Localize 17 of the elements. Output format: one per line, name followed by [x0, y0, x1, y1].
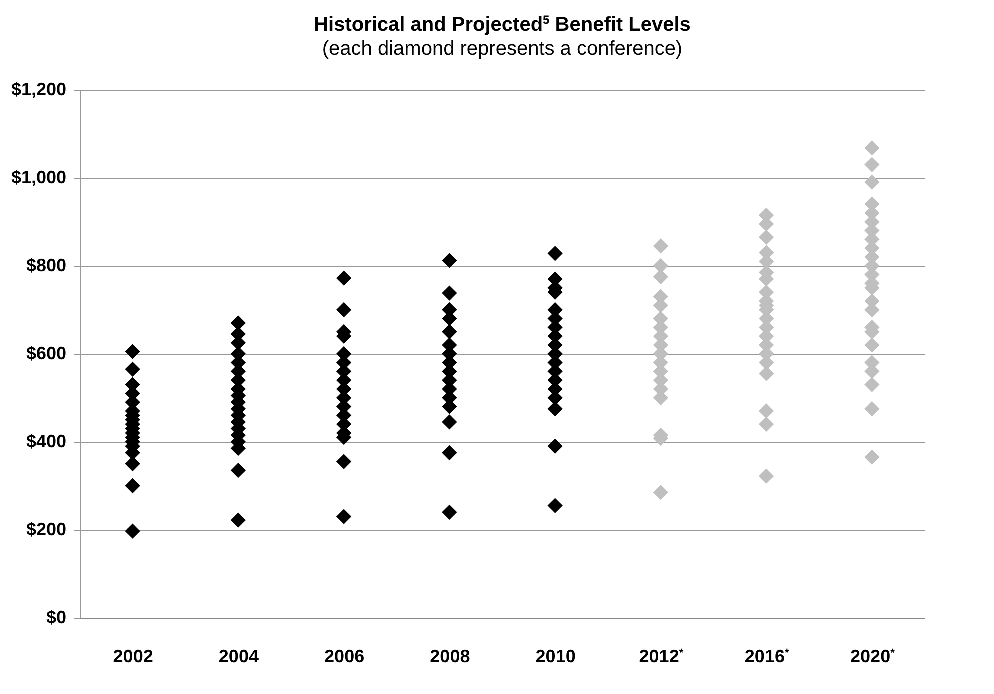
chart-subtitle: (each diamond represents a conference) [322, 38, 683, 60]
y-tick-label: $1,000 [11, 168, 66, 188]
y-tick-label: $1,200 [11, 80, 66, 100]
y-tick-label: $400 [26, 432, 66, 452]
x-tick-label: 2008 [430, 646, 470, 666]
y-tick-label: $200 [26, 520, 66, 540]
x-tick-label: 2004 [218, 646, 259, 666]
x-tick-label: 2012$^{*}$ [639, 646, 684, 666]
x-tick-label: 2006 [324, 646, 365, 666]
x-tick-label: 2010 [536, 646, 576, 666]
x-tick-label: 2002 [113, 646, 154, 666]
x-tick-label: 2020$^{*}$ [850, 646, 896, 666]
y-tick-label: $800 [26, 256, 66, 276]
x-tick-label: 2016$^{*}$ [744, 646, 790, 666]
y-tick-label: $600 [26, 344, 66, 364]
chart-title: Historical and Projected$^{5}$ Benefit Levels [314, 13, 691, 36]
y-tick-label: $0 [46, 608, 66, 628]
